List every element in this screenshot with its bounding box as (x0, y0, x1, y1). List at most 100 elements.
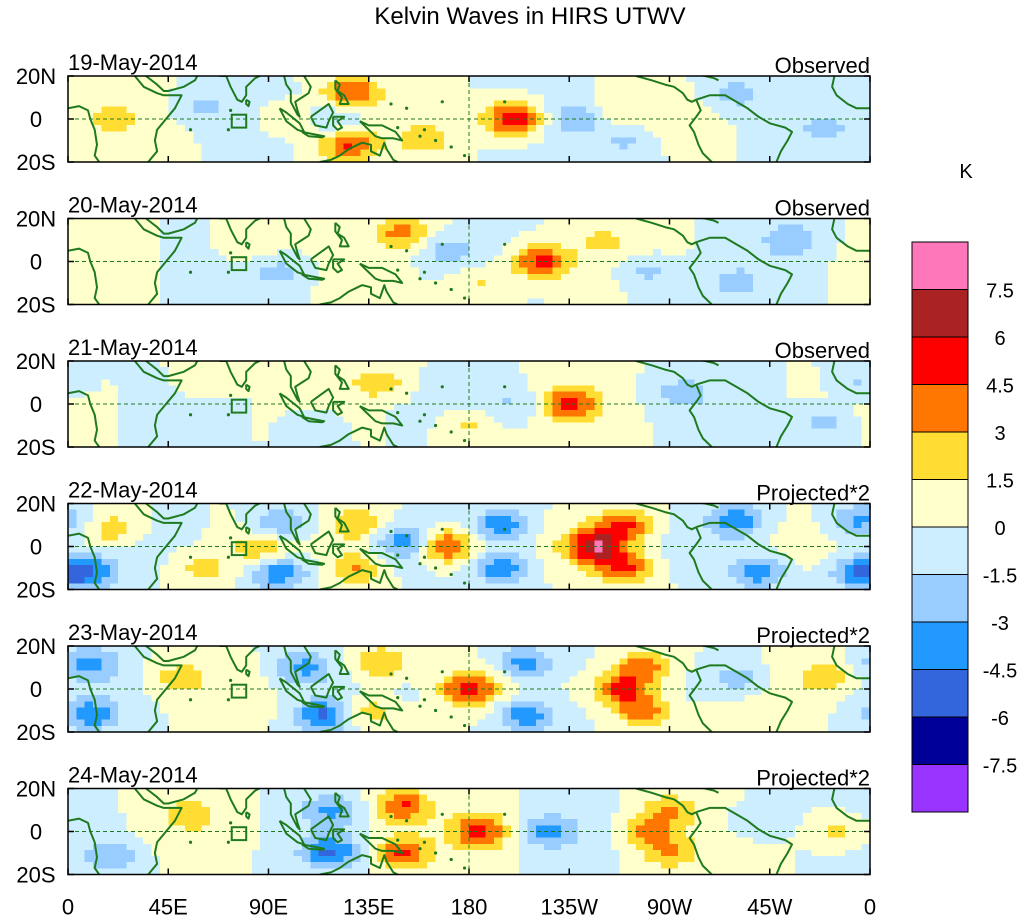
heatmap-cell (661, 279, 671, 287)
heatmap-cell (786, 249, 796, 256)
heatmap-cell (443, 267, 453, 275)
heatmap-cell (786, 298, 796, 306)
heatmap-cell (769, 391, 779, 399)
heatmap-cell (84, 428, 94, 436)
heatmap-cell (335, 379, 345, 387)
heatmap-cell (226, 88, 236, 96)
heatmap-cell (753, 149, 762, 157)
heatmap-cell (510, 546, 520, 554)
heatmap-cell (769, 112, 779, 120)
heatmap-cell (335, 261, 345, 269)
heatmap-cell (761, 404, 771, 411)
heatmap-cell (268, 385, 278, 393)
heatmap-cell (502, 373, 512, 381)
heatmap-cell (828, 279, 838, 287)
island-marker (396, 126, 400, 130)
heatmap-cell (393, 137, 403, 145)
heatmap-cell (293, 528, 303, 535)
heatmap-cell (101, 112, 111, 120)
heatmap-cell (418, 236, 428, 244)
heatmap-cell (151, 440, 161, 448)
heatmap-cell (828, 249, 838, 256)
heatmap-cell (226, 218, 236, 226)
heatmap-cell (719, 149, 729, 157)
heatmap-cell (143, 76, 153, 83)
heatmap-cell (552, 379, 562, 387)
heatmap-cell (226, 243, 236, 250)
heatmap-cell (761, 218, 771, 226)
heatmap-cell (552, 143, 562, 151)
heatmap-cell (143, 255, 153, 263)
heatmap-cell (126, 361, 136, 368)
heatmap-cell (218, 143, 228, 151)
heatmap-cell (652, 273, 662, 281)
heatmap-cell (176, 267, 186, 275)
heatmap-cell (544, 230, 554, 238)
heatmap-cell (143, 577, 153, 584)
heatmap-cell (326, 94, 336, 102)
heatmap-cell (719, 243, 729, 250)
heatmap-cell (469, 230, 478, 238)
heatmap-cell (585, 422, 595, 430)
heatmap-cell (126, 131, 136, 139)
heatmap-cell (268, 82, 278, 89)
heatmap-cell (811, 230, 821, 238)
heatmap-cell (477, 112, 487, 120)
heatmap-cell (811, 125, 821, 132)
heatmap-cell (168, 410, 178, 417)
heatmap-cell (652, 112, 662, 120)
heatmap-cell (377, 521, 387, 529)
heatmap-cell (644, 273, 654, 281)
heatmap-cell (594, 404, 604, 411)
heatmap-cell (393, 243, 403, 250)
heatmap-cell (585, 88, 595, 96)
heatmap-cell (210, 143, 219, 151)
heatmap-cell (243, 279, 253, 287)
heatmap-cell (134, 391, 144, 399)
heatmap-cell (786, 100, 796, 108)
heatmap-cell (602, 137, 612, 145)
heatmap-cell (326, 279, 336, 287)
heatmap-cell (853, 261, 863, 269)
heatmap-cell (235, 515, 245, 523)
heatmap-cell (477, 255, 487, 263)
heatmap-cell (736, 428, 746, 436)
heatmap-cell (502, 236, 512, 244)
heatmap-cell (510, 106, 520, 114)
heatmap-cell (686, 106, 696, 114)
heatmap-cell (410, 76, 420, 83)
heatmap-cell (435, 100, 445, 108)
heatmap-cell (268, 552, 278, 560)
heatmap-cell (218, 249, 228, 256)
heatmap-cell (402, 521, 412, 529)
heatmap-cell (310, 267, 320, 275)
heatmap-cell (301, 82, 311, 89)
heatmap-cell (577, 137, 587, 145)
heatmap-cell (393, 404, 403, 411)
heatmap-cell (435, 361, 445, 368)
heatmap-cell (168, 131, 178, 139)
heatmap-cell (719, 404, 729, 411)
heatmap-cell (93, 564, 103, 572)
heatmap-cell (76, 155, 86, 163)
heatmap-cell (727, 137, 737, 145)
heatmap-cell (469, 243, 478, 250)
heatmap-cell (293, 94, 303, 102)
heatmap-cell (519, 119, 529, 126)
heatmap-cell (301, 279, 311, 287)
heatmap-cell (519, 137, 529, 145)
heatmap-cell (677, 137, 687, 145)
heatmap-cell (544, 224, 554, 232)
heatmap-cell (861, 137, 871, 145)
heatmap-cell (360, 361, 370, 368)
heatmap-cell (410, 546, 420, 554)
heatmap-cell (577, 416, 587, 424)
heatmap-cell (594, 137, 604, 145)
heatmap-cell (452, 361, 462, 368)
heatmap-cell (93, 534, 103, 541)
heatmap-cell (76, 243, 86, 250)
heatmap-cell (218, 273, 228, 281)
heatmap-cell (293, 428, 303, 436)
heatmap-cell (285, 367, 295, 374)
heatmap-cell (418, 410, 428, 417)
